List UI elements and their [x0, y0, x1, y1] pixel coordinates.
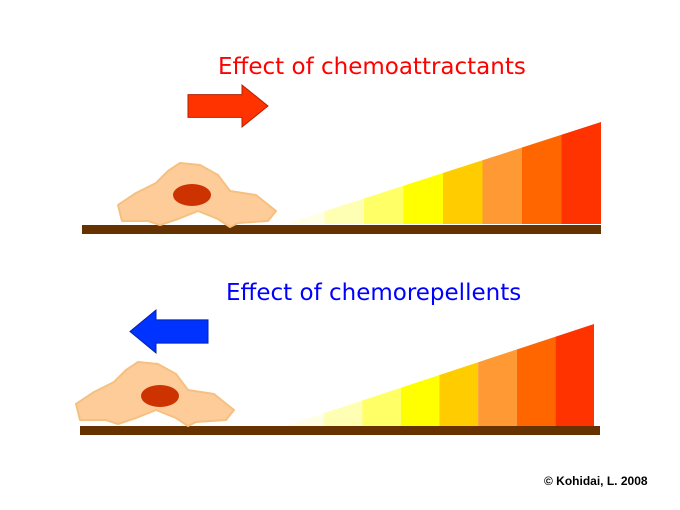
gradient-segment: [364, 185, 404, 224]
gradient-segment: [482, 147, 522, 224]
gradient-segment: [285, 211, 325, 224]
chemorepellent-title: Effect of chemorepellents: [226, 280, 522, 306]
cell-nucleus: [141, 385, 179, 407]
gradient-segment: [323, 400, 363, 426]
gradient-segment: [403, 173, 443, 224]
arrow-right-icon: [187, 83, 269, 129]
chemoattractant-title: Effect of chemoattractants: [218, 54, 526, 80]
substrate-bar: [80, 426, 600, 435]
gradient-segment: [522, 134, 562, 224]
gradient-segment: [561, 122, 601, 224]
gradient-segment: [362, 387, 401, 426]
copyright: © Kohidai, L. 2008: [544, 474, 648, 488]
gradient-segment: [516, 336, 556, 426]
gradient-segment: [478, 349, 517, 426]
substrate-bar: [82, 225, 601, 234]
gradient-segment: [324, 198, 364, 224]
gradient-segment: [443, 160, 483, 224]
gradient-segment: [439, 362, 479, 426]
gradient-segment: [400, 375, 440, 426]
arrow-left-icon: [129, 308, 209, 355]
gradient-segment: [285, 413, 324, 426]
cell-nucleus: [173, 184, 211, 206]
gradient-segment: [555, 324, 594, 426]
